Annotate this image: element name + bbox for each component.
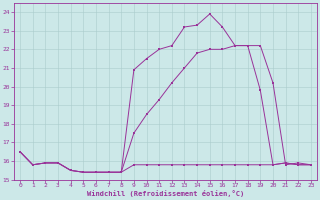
X-axis label: Windchill (Refroidissement éolien,°C): Windchill (Refroidissement éolien,°C) <box>87 190 244 197</box>
